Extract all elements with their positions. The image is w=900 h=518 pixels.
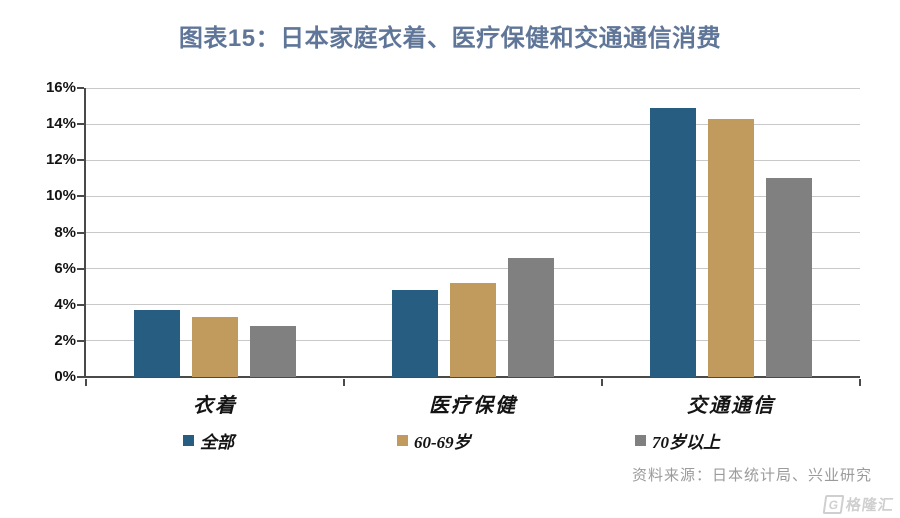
x-tick-2 [601, 379, 603, 386]
watermark-label: 格隆汇 [844, 497, 896, 514]
legend-item-全部: 全部 [183, 428, 234, 453]
y-axis-label-10: 10% [45, 187, 76, 205]
bar-全部-交通通信 [650, 107, 696, 377]
chart-legend: 全部 60-69岁 70岁以上 [0, 428, 900, 452]
legend-marker-icon [183, 435, 194, 446]
bar-60-69岁-衣着 [192, 317, 238, 377]
y-tick-8 [77, 231, 84, 234]
y-tick-14 [77, 123, 84, 126]
source-note: 资料来源：日本统计局、兴业研究 [631, 467, 872, 484]
x-axis-line [84, 376, 860, 378]
y-axis-label-8: 8% [54, 223, 76, 241]
y-tick-10 [77, 195, 84, 198]
y-axis-label-16: 16% [45, 79, 76, 96]
y-tick-6 [77, 267, 84, 270]
bar-70岁以上-交通通信 [766, 178, 812, 377]
gridline-6 [86, 268, 860, 270]
gridline-16 [86, 87, 860, 89]
y-axis-label-0: 0% [54, 368, 76, 385]
x-tick-0 [85, 379, 87, 386]
y-axis-label-4: 4% [54, 295, 76, 313]
gridline-12 [86, 159, 860, 161]
bar-70岁以上-医疗保健 [508, 257, 554, 377]
bar-60-69岁-医疗保健 [450, 283, 496, 377]
bar-全部-衣着 [134, 310, 180, 377]
y-axis-label-6: 6% [54, 259, 76, 277]
x-axis-label-衣着: 衣着 [193, 395, 237, 417]
gelonghui-logo-icon: G [822, 495, 845, 514]
gridline-14 [86, 123, 860, 125]
legend-label: 全部 [200, 433, 234, 452]
y-axis-line [84, 88, 86, 377]
y-axis-label-12: 12% [45, 151, 76, 169]
legend-item-70岁以上: 70岁以上 [635, 428, 720, 453]
gridline-10 [86, 195, 860, 197]
bar-60-69岁-交通通信 [708, 118, 754, 377]
bar-70岁以上-衣着 [250, 326, 296, 377]
x-tick-1 [343, 379, 345, 386]
gelonghui-watermark: G 格隆汇 [822, 494, 896, 515]
chart-title: 图表15：日本家庭衣着、医疗保健和交通通信消费 [178, 25, 722, 52]
bar-全部-医疗保健 [392, 290, 438, 377]
gridline-8 [86, 232, 860, 233]
legend-item-60-69岁: 60-69岁 [397, 428, 471, 453]
y-tick-12 [77, 159, 84, 162]
plot-area: 0% 2% 4% 6% 8% 10% 12% 14% 16% 衣着 医疗保健 交通通信 [46, 79, 861, 417]
y-axis-label-14: 14% [45, 115, 76, 133]
legend-label: 60-69岁 [414, 433, 471, 452]
x-tick-end [859, 379, 861, 386]
legend-label: 70岁以上 [652, 433, 720, 452]
y-tick-2 [77, 339, 84, 342]
x-axis-label-交通通信: 交通通信 [687, 395, 775, 417]
legend-marker-icon [635, 435, 646, 446]
y-tick-16 [77, 87, 84, 89]
legend-marker-icon [397, 435, 408, 446]
x-axis-label-医疗保健: 医疗保健 [429, 395, 517, 417]
y-axis-label-2: 2% [54, 331, 76, 349]
y-tick-4 [77, 303, 84, 306]
y-tick-0 [77, 376, 84, 378]
